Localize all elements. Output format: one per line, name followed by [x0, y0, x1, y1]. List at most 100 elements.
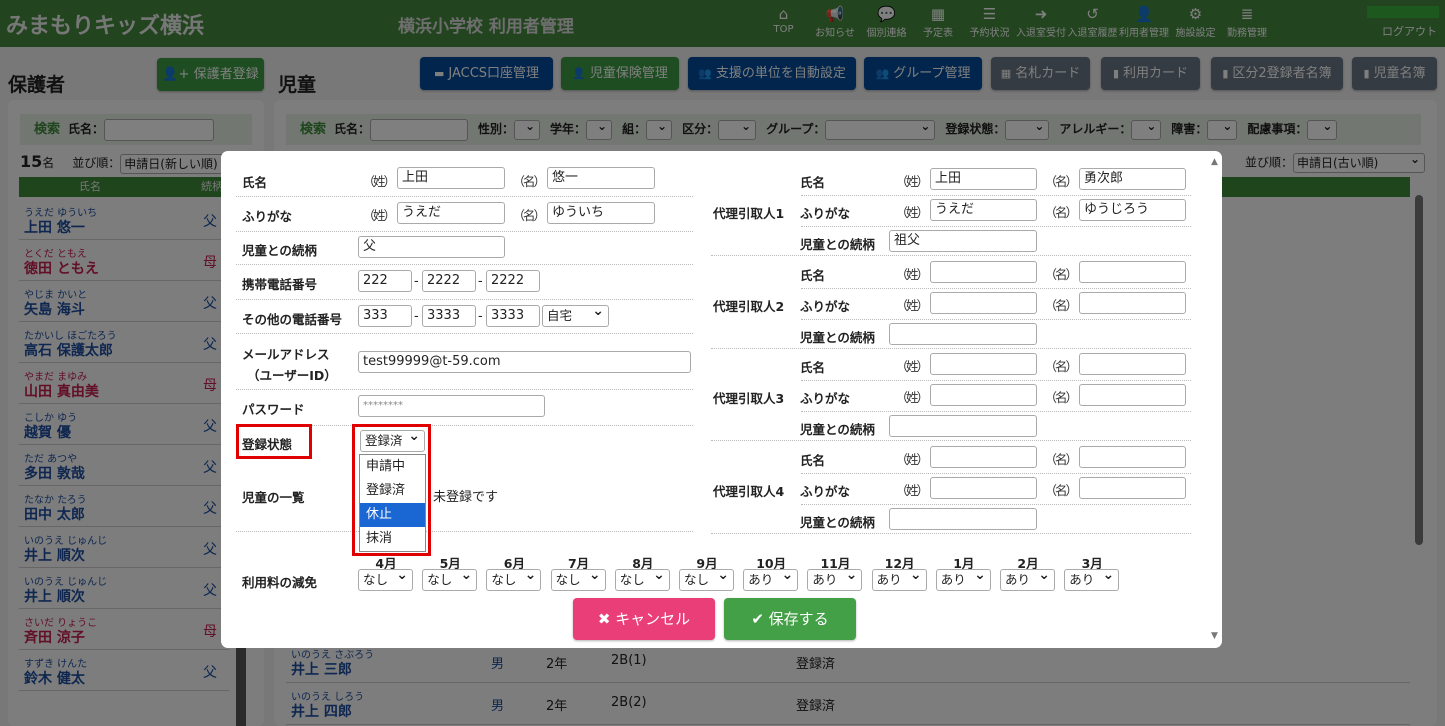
field-label: 氏名: [800, 267, 826, 283]
fee-select-10[interactable]: あり: [1000, 565, 1055, 591]
proxy-first-kana-input[interactable]: [1079, 291, 1186, 314]
field-label: 代理引取人2: [713, 298, 785, 314]
status-option[interactable]: 登録済: [366, 483, 406, 498]
proxy-last-kana-input[interactable]: [930, 476, 1037, 499]
proxy-first-kana-input[interactable]: [1079, 476, 1186, 499]
paren-label: （姓）: [895, 359, 929, 374]
cancel-label: キャンセル: [615, 610, 691, 628]
proxy-last-name-input[interactable]: [930, 353, 1037, 375]
status-option[interactable]: 申請中: [366, 459, 406, 474]
proxy-relation-input[interactable]: [889, 415, 1037, 437]
status-dropdown-list: 申請中登録済休止抹消: [359, 454, 426, 552]
fee-select-6[interactable]: あり: [743, 565, 799, 591]
proxy-first-name-input[interactable]: [1079, 353, 1186, 375]
row-divider: [711, 347, 1191, 349]
row-divider: [801, 318, 1191, 320]
fee-select-11[interactable]: あり: [1064, 565, 1120, 591]
row-divider: [236, 231, 693, 232]
row-divider: [801, 195, 1191, 196]
highlight-box-status-dropdown: [352, 424, 431, 556]
proxy-first-name-input[interactable]: [1079, 445, 1186, 468]
proxy-first-kana-input[interactable]: ゆうじろう: [1079, 199, 1186, 221]
last-name-input[interactable]: 上田: [397, 167, 505, 189]
highlight-box-status-label: [236, 424, 312, 459]
month-label: 8月: [632, 556, 654, 571]
relation-input[interactable]: 父: [358, 236, 505, 258]
first-name-input[interactable]: 悠一: [547, 167, 655, 189]
proxy-first-kana-input[interactable]: [1079, 384, 1186, 406]
row-divider: [801, 411, 1191, 412]
fee-select-7[interactable]: あり: [807, 565, 863, 591]
other-phone-input-2[interactable]: 3333: [486, 305, 540, 327]
save-label: 保存する: [768, 610, 829, 628]
status-option[interactable]: 抹消: [366, 531, 393, 546]
mobile-phone-input-0[interactable]: 222: [358, 270, 412, 292]
field-label: 氏名: [800, 175, 826, 190]
paren-label: （姓）: [895, 205, 929, 220]
month-label: 4月: [375, 556, 397, 571]
row-divider: [236, 531, 693, 532]
month-label: 1月: [953, 556, 975, 571]
field-label: 代理引取人4: [713, 483, 785, 499]
paren-label: （名）: [1044, 205, 1078, 220]
proxy-last-kana-input[interactable]: [930, 384, 1037, 406]
paren-label: （姓）: [895, 390, 929, 405]
save-button[interactable]: ✔ 保存する: [724, 598, 856, 640]
proxy-last-name-input[interactable]: [930, 445, 1037, 468]
password-input[interactable]: ********: [358, 395, 545, 417]
row-divider: [236, 196, 693, 197]
proxy-relation-input[interactable]: [889, 322, 1037, 345]
paren-label: （名）: [1044, 451, 1078, 467]
status-option[interactable]: 休止: [360, 503, 425, 527]
row-divider: [236, 425, 693, 426]
proxy-last-name-input[interactable]: 上田: [930, 168, 1037, 190]
fee-select-9[interactable]: あり: [935, 565, 991, 591]
row-divider: [801, 287, 1191, 289]
fee-select-0[interactable]: なし: [358, 565, 413, 591]
fee-select-3[interactable]: なし: [550, 565, 606, 591]
proxy-first-name-input[interactable]: [1079, 260, 1186, 283]
field-label: 児童の一覧: [242, 490, 305, 505]
fee-select-5[interactable]: なし: [679, 565, 734, 591]
field-label: 代理引取人3: [713, 391, 785, 406]
field-label: メールアドレス: [242, 347, 330, 362]
dash: -: [414, 309, 419, 324]
fee-select-4[interactable]: なし: [614, 565, 670, 591]
proxy-relation-input[interactable]: [889, 507, 1037, 530]
cancel-button[interactable]: ✖ キャンセル: [573, 598, 715, 640]
mobile-phone-input-1[interactable]: 2222: [422, 270, 476, 292]
field-label: ふりがな: [800, 483, 851, 499]
row-divider: [711, 440, 1191, 441]
paren-label: （名）: [1044, 359, 1078, 374]
month-label: 5月: [439, 556, 461, 571]
field-label: 児童との続柄: [242, 243, 317, 258]
proxy-last-name-input[interactable]: [930, 260, 1037, 283]
mobile-phone-input-2[interactable]: 2222: [486, 270, 540, 292]
proxy-last-kana-input[interactable]: うえだ: [930, 199, 1037, 221]
fee-select-2[interactable]: なし: [486, 565, 542, 591]
scroll-down-arrow-icon[interactable]: ▼: [1211, 631, 1218, 641]
last-kana-input[interactable]: うえだ: [397, 202, 505, 224]
month-label: 3月: [1081, 556, 1103, 571]
paren-label: （姓）: [362, 208, 396, 223]
proxy-first-name-input[interactable]: 勇次郎: [1079, 168, 1186, 190]
first-kana-input[interactable]: ゆういち: [547, 202, 655, 224]
email-input[interactable]: test99999@t-59.com: [358, 351, 691, 373]
paren-label: （姓）: [895, 451, 929, 467]
proxy-last-kana-input[interactable]: [930, 291, 1037, 314]
row-divider: [236, 264, 693, 265]
phone-type-select[interactable]: 自宅: [542, 301, 609, 327]
scroll-up-arrow-icon[interactable]: ▲: [1211, 157, 1218, 167]
fee-select-8[interactable]: あり: [871, 565, 927, 591]
month-label: 10月: [756, 556, 787, 571]
x-icon: ✖: [597, 610, 611, 628]
row-divider: [236, 333, 693, 334]
other-phone-input-1[interactable]: 3333: [422, 305, 476, 327]
paren-label: （名）: [1044, 266, 1078, 282]
fee-select-1[interactable]: なし: [422, 565, 478, 591]
other-phone-input-0[interactable]: 333: [358, 305, 412, 327]
proxy-relation-input[interactable]: 祖父: [889, 230, 1037, 252]
guardian-edit-modal: 氏名 （姓） 上田 （名） 悠一 ふりがな （姓） うえだ （名） ゆういち 児童との続柄父携帯電話…: [221, 151, 1222, 648]
status-select[interactable]: 登録済: [360, 426, 425, 452]
row-divider: [711, 255, 1191, 256]
